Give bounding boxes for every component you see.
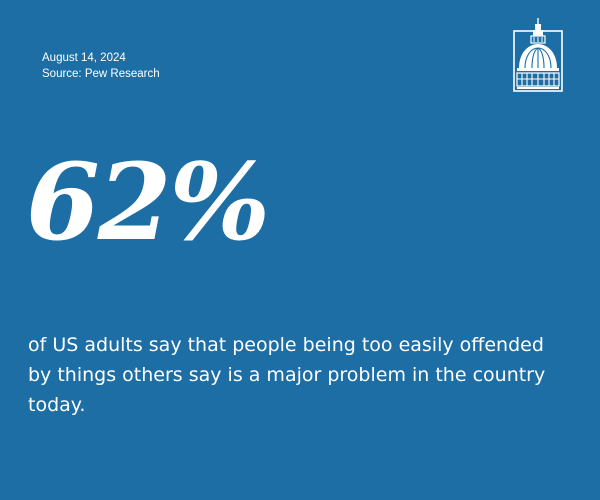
- meta-block: August 14, 2024 Source: Pew Research: [42, 50, 160, 82]
- stat-description: of US adults say that people being too e…: [28, 334, 546, 416]
- stat-value: 62%: [26, 139, 270, 264]
- publish-date: August 14, 2024: [42, 52, 126, 64]
- capitol-dome-icon: [513, 18, 563, 92]
- source-label: Source: Pew Research: [42, 68, 160, 80]
